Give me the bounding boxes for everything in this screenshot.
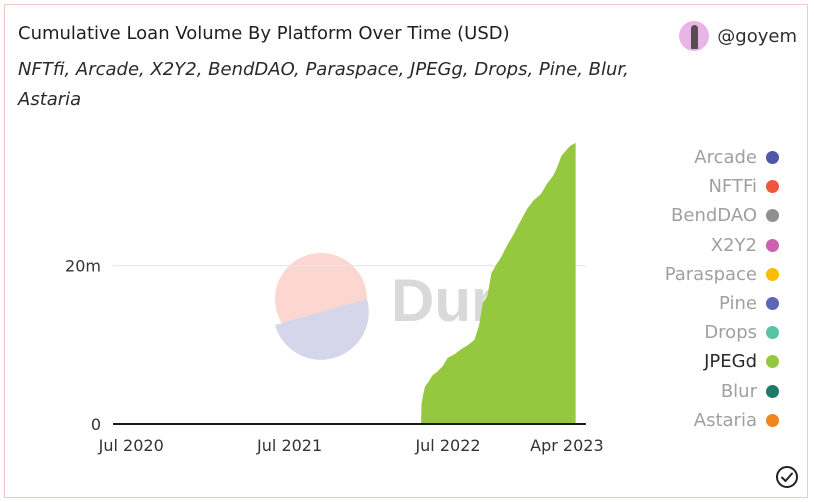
area-series-jpegd[interactable] xyxy=(421,142,576,425)
legend-dot xyxy=(766,413,779,427)
legend-label: JPEGd xyxy=(704,351,757,373)
watermark-logo-segment xyxy=(275,299,369,360)
legend-item-jpegd[interactable]: JPEGd xyxy=(665,347,779,376)
legend-label: X2Y2 xyxy=(710,234,757,256)
legend-dot xyxy=(766,151,779,165)
avatar[interactable] xyxy=(679,21,710,51)
avatar-figure xyxy=(691,25,699,49)
author-name[interactable]: @goyem xyxy=(717,25,797,47)
legend-dot xyxy=(766,355,779,369)
legend-dot xyxy=(766,297,779,311)
legend-item-x2y2[interactable]: X2Y2 xyxy=(665,231,779,260)
legend-dot xyxy=(766,209,779,223)
legend-dot xyxy=(766,238,779,252)
x-tick-label: Jul 2020 xyxy=(98,436,164,455)
y-tick-label: 20m xyxy=(65,257,101,276)
legend-dot xyxy=(766,384,779,398)
legend-label: Drops xyxy=(704,322,757,344)
legend-item-benddao[interactable]: BendDAO xyxy=(665,201,779,230)
legend-item-pine[interactable]: Pine xyxy=(665,289,779,318)
legend-item-nftfi[interactable]: NFTFi xyxy=(665,172,779,201)
legend-label: Astaria xyxy=(693,409,757,431)
legend-label: Paraspace xyxy=(664,263,757,285)
check-circle-icon[interactable] xyxy=(775,465,799,489)
legend-dot xyxy=(766,326,779,340)
chart-plot: Dune 0 20m Jul 2020 Jul 2021 Jul 2022 Apr 202… xyxy=(65,142,604,455)
legend-dot xyxy=(766,180,779,194)
chart-subtitle: NFTfi, Arcade, X2Y2, BendDAO, Paraspace,… xyxy=(18,59,629,110)
legend-item-blur[interactable]: Blur xyxy=(665,377,779,406)
author-badge[interactable]: @goyem xyxy=(679,21,797,51)
dune-watermark: Dune xyxy=(275,253,541,360)
chart-title: Cumulative Loan Volume By Platform Over … xyxy=(18,23,510,44)
chart-card: Cumulative Loan Volume By Platform Over … xyxy=(4,4,808,498)
legend-label: Arcade xyxy=(694,147,757,169)
x-tick-label: Jul 2022 xyxy=(414,436,480,455)
legend-item-astaria[interactable]: Astaria xyxy=(665,406,779,435)
x-tick-label: Jul 2021 xyxy=(256,436,322,455)
y-tick-label: 0 xyxy=(91,415,101,434)
legend-dot xyxy=(766,267,779,281)
legend-label: Pine xyxy=(719,293,757,315)
legend-item-paraspace[interactable]: Paraspace xyxy=(665,260,779,289)
legend-label: BendDAO xyxy=(671,205,757,227)
legend-item-drops[interactable]: Drops xyxy=(665,318,779,347)
legend-label: NFTFi xyxy=(708,176,757,198)
x-tick-label: Apr 2023 xyxy=(530,436,603,455)
legend-label: Blur xyxy=(720,380,757,402)
legend: Arcade NFTFi BendDAO X2Y2 Paraspace Pine Drops… xyxy=(665,143,779,435)
legend-item-arcade[interactable]: Arcade xyxy=(665,143,779,172)
